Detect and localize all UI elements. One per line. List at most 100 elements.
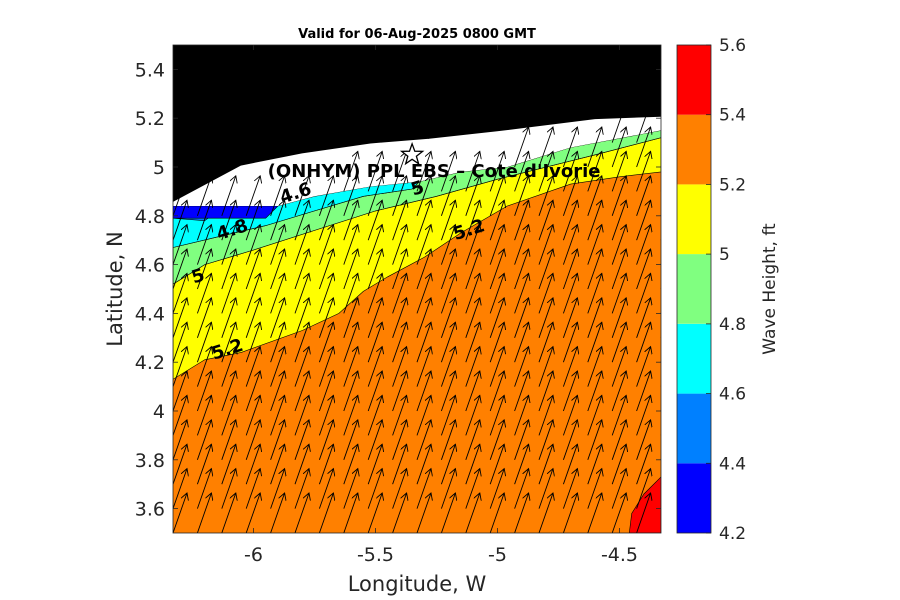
wave-band-4.2-4.4 bbox=[173, 205, 279, 219]
colorbar-swatch-5.4-5.6 bbox=[677, 45, 711, 115]
wave-direction-arrow bbox=[196, 395, 211, 436]
wave-direction-arrow bbox=[440, 395, 455, 436]
wave-direction-arrow bbox=[538, 200, 553, 241]
wave-direction-arrow bbox=[343, 444, 358, 485]
wave-direction-arrow bbox=[318, 249, 333, 290]
wave-direction-arrow bbox=[392, 322, 407, 363]
wave-direction-arrow bbox=[660, 531, 661, 533]
wave-direction-arrow bbox=[367, 493, 382, 533]
wave-direction-arrow bbox=[416, 273, 431, 314]
y-tick-label: 3.6 bbox=[135, 499, 165, 521]
wave-direction-arrow bbox=[221, 371, 236, 412]
wave-direction-arrow bbox=[318, 273, 333, 314]
wave-direction-arrow bbox=[636, 347, 651, 387]
wave-direction-arrow bbox=[489, 176, 504, 216]
wave-direction-arrow bbox=[270, 469, 285, 509]
wave-direction-arrow bbox=[660, 141, 661, 143]
wave-direction-arrow bbox=[343, 493, 358, 533]
wave-direction-arrow bbox=[196, 176, 211, 216]
wave-direction-arrow bbox=[562, 493, 577, 533]
wave-direction-arrow bbox=[245, 420, 260, 460]
wave-direction-arrow bbox=[270, 371, 285, 412]
wave-direction-arrow bbox=[465, 200, 480, 241]
wave-direction-arrow bbox=[587, 444, 602, 485]
wave-direction-arrow bbox=[562, 469, 577, 509]
wave-direction-arrow bbox=[611, 371, 626, 412]
wave-direction-arrow bbox=[611, 225, 626, 265]
wave-direction-arrow bbox=[221, 225, 236, 265]
y-tick-label: 4.4 bbox=[135, 303, 165, 325]
wave-direction-arrow bbox=[440, 469, 455, 509]
y-tick-label: 3.8 bbox=[135, 450, 165, 472]
y-tick-label: 4.2 bbox=[135, 352, 165, 374]
wave-direction-arrow bbox=[416, 493, 431, 533]
wave-direction-arrow bbox=[611, 347, 626, 387]
wave-direction-arrow bbox=[416, 395, 431, 436]
wave-direction-arrow bbox=[416, 151, 431, 192]
wave-direction-arrow bbox=[562, 151, 577, 192]
wave-direction-arrow bbox=[221, 176, 236, 216]
wave-direction-arrow bbox=[221, 469, 236, 509]
wave-direction-arrow bbox=[587, 322, 602, 363]
site-marker-group: (ONHYM) PPL EBS – Cote d'Ivorie bbox=[268, 141, 601, 182]
wave-direction-arrow bbox=[587, 127, 602, 168]
wave-direction-arrow bbox=[367, 298, 382, 338]
wave-direction-arrow bbox=[562, 127, 577, 168]
wave-direction-arrow bbox=[587, 200, 602, 241]
wave-direction-arrow bbox=[392, 249, 407, 290]
wave-direction-arrow bbox=[660, 409, 661, 411]
wave-direction-arrow bbox=[318, 176, 333, 216]
wave-direction-arrow bbox=[489, 444, 504, 485]
wave-direction-arrow bbox=[294, 176, 309, 216]
y-tick-label: 4 bbox=[153, 401, 165, 423]
wave-direction-arrow bbox=[343, 298, 358, 338]
wave-direction-arrow bbox=[196, 200, 211, 241]
wave-direction-arrow bbox=[538, 249, 553, 290]
wave-direction-arrow bbox=[367, 469, 382, 509]
wave-direction-arrow bbox=[660, 312, 661, 314]
wave-direction-arrow bbox=[343, 225, 358, 265]
colorbar-swatch-5.2-5.4 bbox=[677, 114, 711, 185]
colorbar-tick-label: 4.8 bbox=[719, 315, 746, 335]
wave-direction-arrow bbox=[221, 273, 236, 314]
wave-direction-arrow bbox=[196, 493, 211, 533]
wave-direction-arrow bbox=[636, 395, 651, 436]
wave-direction-arrow bbox=[440, 347, 455, 387]
wave-direction-arrow bbox=[245, 249, 260, 290]
wave-direction-arrow bbox=[465, 493, 480, 533]
wave-direction-arrow bbox=[270, 395, 285, 436]
wave-direction-arrow bbox=[294, 469, 309, 509]
wave-direction-arrow bbox=[270, 298, 285, 338]
wave-direction-arrow bbox=[660, 263, 661, 265]
wave-direction-arrow bbox=[245, 444, 260, 485]
wave-direction-arrow bbox=[294, 444, 309, 485]
wave-direction-arrow bbox=[514, 176, 529, 216]
wave-direction-arrow bbox=[440, 273, 455, 314]
wave-direction-arrow bbox=[392, 200, 407, 241]
wave-direction-arrow bbox=[538, 420, 553, 460]
wave-direction-arrow bbox=[221, 444, 236, 485]
colorbar-tick-label: 5.6 bbox=[719, 36, 746, 56]
wave-direction-arrow bbox=[173, 225, 187, 265]
wave-direction-arrow bbox=[367, 200, 382, 241]
wave-direction-arrow bbox=[660, 385, 661, 387]
wave-direction-arrow bbox=[221, 420, 236, 460]
wave-direction-arrow bbox=[318, 444, 333, 485]
colorbar-swatch-4.4-4.6 bbox=[677, 393, 711, 464]
wave-direction-arrow bbox=[489, 200, 504, 241]
wave-direction-arrow bbox=[538, 371, 553, 412]
wave-direction-arrow bbox=[270, 493, 285, 533]
wave-direction-arrow bbox=[465, 420, 480, 460]
wave-direction-arrow bbox=[440, 200, 455, 241]
wave-direction-arrow bbox=[392, 420, 407, 460]
wave-direction-arrow bbox=[245, 395, 260, 436]
wave-direction-arrow bbox=[294, 249, 309, 290]
wave-direction-arrow bbox=[636, 493, 651, 533]
wave-direction-arrow bbox=[392, 444, 407, 485]
wave-direction-arrow bbox=[318, 420, 333, 460]
wave-direction-arrow bbox=[465, 371, 480, 412]
wave-direction-arrow bbox=[611, 103, 626, 143]
colorbar-swatch-4.8-5 bbox=[677, 254, 711, 324]
wave-direction-arrow bbox=[611, 322, 626, 363]
